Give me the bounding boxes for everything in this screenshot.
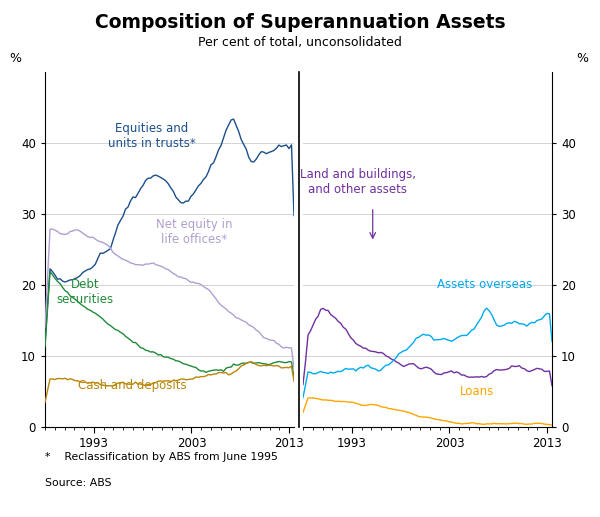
Text: Loans: Loans [460,385,494,398]
Text: %: % [9,52,21,65]
Text: *    Reclassification by ABS from June 1995: * Reclassification by ABS from June 1995 [45,452,278,462]
Text: Source: ABS: Source: ABS [45,478,112,488]
Text: Debt
securities: Debt securities [56,278,113,306]
Text: Cash and deposits: Cash and deposits [78,379,187,392]
Text: Net equity in
life offices*: Net equity in life offices* [156,218,233,246]
Text: Composition of Superannuation Assets: Composition of Superannuation Assets [95,13,505,32]
Text: Per cent of total, unconsolidated: Per cent of total, unconsolidated [198,36,402,49]
Text: Equities and
units in trusts*: Equities and units in trusts* [108,122,196,150]
Text: Land and buildings,
and other assets: Land and buildings, and other assets [300,168,416,196]
Text: Assets overseas: Assets overseas [437,278,532,292]
Text: %: % [576,52,588,65]
